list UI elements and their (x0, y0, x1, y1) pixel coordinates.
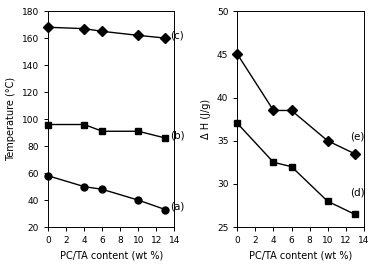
Text: (e): (e) (350, 131, 364, 141)
Text: (a): (a) (170, 202, 184, 212)
Text: (c): (c) (170, 30, 184, 40)
Y-axis label: Δ H (J/g): Δ H (J/g) (201, 99, 211, 139)
Y-axis label: Temperature (°C): Temperature (°C) (6, 77, 16, 161)
X-axis label: PC/TA content (wt %): PC/TA content (wt %) (60, 251, 163, 261)
Text: (b): (b) (170, 130, 184, 140)
Text: (d): (d) (350, 188, 365, 198)
X-axis label: PC/TA content (wt %): PC/TA content (wt %) (249, 251, 352, 261)
